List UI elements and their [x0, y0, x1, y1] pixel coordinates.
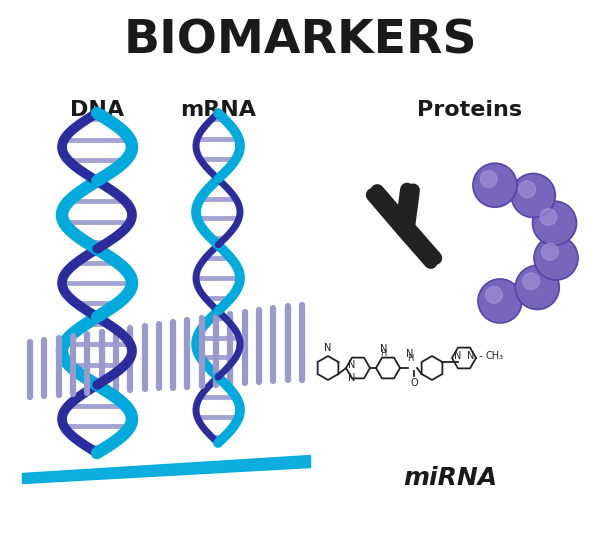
Circle shape [540, 208, 557, 226]
Text: Proteins: Proteins [418, 100, 523, 120]
Circle shape [473, 163, 517, 207]
Circle shape [542, 243, 558, 260]
Text: N: N [349, 373, 356, 383]
Text: H: H [407, 354, 413, 363]
Text: O: O [410, 378, 418, 388]
Text: N: N [406, 349, 413, 359]
Circle shape [511, 174, 555, 217]
Circle shape [523, 273, 539, 290]
Text: N: N [454, 351, 461, 361]
Text: BIOMARKERS: BIOMARKERS [123, 18, 477, 63]
Circle shape [534, 236, 578, 280]
Circle shape [515, 265, 559, 310]
Text: mRNA: mRNA [180, 100, 256, 120]
Text: miRNA: miRNA [403, 466, 497, 490]
Circle shape [533, 201, 577, 245]
Text: N: N [349, 360, 356, 370]
Circle shape [481, 171, 497, 187]
Text: DNA: DNA [70, 100, 124, 120]
Text: N: N [325, 343, 332, 353]
Circle shape [519, 181, 535, 197]
Text: N: N [467, 351, 474, 361]
Circle shape [478, 279, 522, 323]
Text: N: N [380, 344, 387, 354]
Text: H: H [380, 349, 386, 358]
Text: CH₃: CH₃ [486, 351, 504, 361]
Circle shape [485, 286, 502, 303]
Text: -: - [479, 351, 482, 361]
